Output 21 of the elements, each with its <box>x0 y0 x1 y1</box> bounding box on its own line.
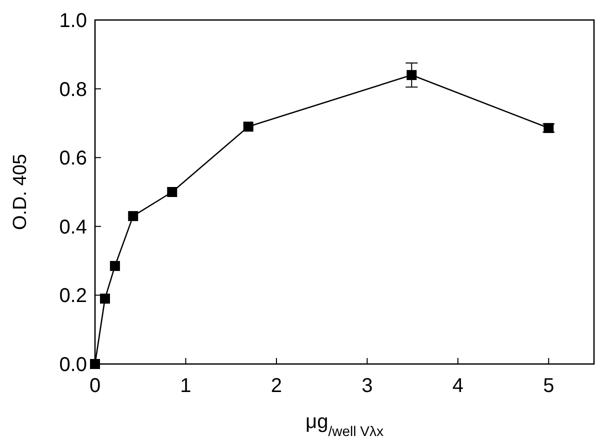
x-axis-title: μg$_{/well Vλx}$ <box>306 411 384 439</box>
y-axis-title: O.D. 405 <box>10 154 31 230</box>
point <box>100 294 110 304</box>
y-tick-label: 0.0 <box>59 354 87 376</box>
y-tick-label: 0.2 <box>59 285 87 308</box>
point <box>243 122 254 132</box>
point <box>406 70 417 80</box>
y-tick-label: 1.0 <box>59 10 87 32</box>
y-tick-label: 0.6 <box>59 148 87 170</box>
x-tick-label: 4 <box>452 375 464 397</box>
x-tick-label: 2 <box>270 375 282 397</box>
point <box>128 211 138 222</box>
y-tick-label: 0.8 <box>59 78 87 101</box>
point <box>110 260 120 271</box>
x-tick-label: 1 <box>180 375 192 397</box>
x-tick-label: 3 <box>362 375 373 397</box>
y-tick-label: 0.4 <box>59 216 87 238</box>
x-tick-label: 5 <box>543 375 554 397</box>
point <box>90 359 100 369</box>
x-tick-label: 0 <box>89 375 101 397</box>
point <box>167 187 178 197</box>
